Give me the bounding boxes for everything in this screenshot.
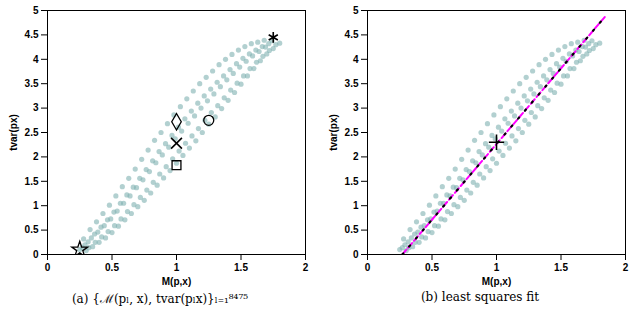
svg-text:3: 3 xyxy=(353,102,359,113)
svg-text:tvar(px): tvar(px) xyxy=(8,114,19,151)
svg-text:4: 4 xyxy=(353,54,359,65)
svg-text:2.5: 2.5 xyxy=(25,127,39,138)
svg-text:3: 3 xyxy=(33,102,39,113)
svg-text:3.5: 3.5 xyxy=(345,78,359,89)
svg-text:3.5: 3.5 xyxy=(25,78,39,89)
svg-text:0.5: 0.5 xyxy=(425,262,439,273)
svg-text:0: 0 xyxy=(365,262,371,273)
svg-text:M(p,x): M(p,x) xyxy=(482,276,511,287)
svg-text:0.5: 0.5 xyxy=(345,224,359,235)
svg-text:1: 1 xyxy=(174,262,180,273)
svg-text:1.5: 1.5 xyxy=(234,262,248,273)
svg-text:1: 1 xyxy=(353,200,359,211)
svg-text:2.5: 2.5 xyxy=(345,127,359,138)
svg-text:4: 4 xyxy=(33,54,39,65)
svg-text:2: 2 xyxy=(303,262,309,273)
svg-text:2: 2 xyxy=(353,151,359,162)
svg-text:2: 2 xyxy=(33,151,39,162)
svg-text:0: 0 xyxy=(353,249,359,260)
svg-text:M(p,x): M(p,x) xyxy=(162,276,191,287)
svg-text:0: 0 xyxy=(45,262,51,273)
svg-text:5: 5 xyxy=(353,5,359,16)
svg-text:4.5: 4.5 xyxy=(25,29,39,40)
svg-text:1.5: 1.5 xyxy=(25,176,39,187)
svg-text:0.5: 0.5 xyxy=(25,224,39,235)
svg-text:0: 0 xyxy=(33,249,39,260)
svg-text:1.5: 1.5 xyxy=(345,176,359,187)
html-text:(b) least squares fit: (b) least squares fit xyxy=(420,290,539,304)
svg-text:1: 1 xyxy=(494,262,500,273)
svg-text:1: 1 xyxy=(33,200,39,211)
svg-text:1.5: 1.5 xyxy=(554,262,568,273)
svg-text:2: 2 xyxy=(623,262,629,273)
svg-text:5: 5 xyxy=(33,5,39,16)
svg-text:tvar(px): tvar(px) xyxy=(328,114,339,151)
svg-text:0.5: 0.5 xyxy=(105,262,119,273)
svg-text:4.5: 4.5 xyxy=(345,29,359,40)
html-text:(a) {ℳ(pₗ, x), tvar(pₗx)}ₗ₌₁⁸⁴: (a) {ℳ(pₗ, x), tvar(pₗx)}ₗ₌₁⁸⁴⁷⁵ xyxy=(71,292,248,306)
